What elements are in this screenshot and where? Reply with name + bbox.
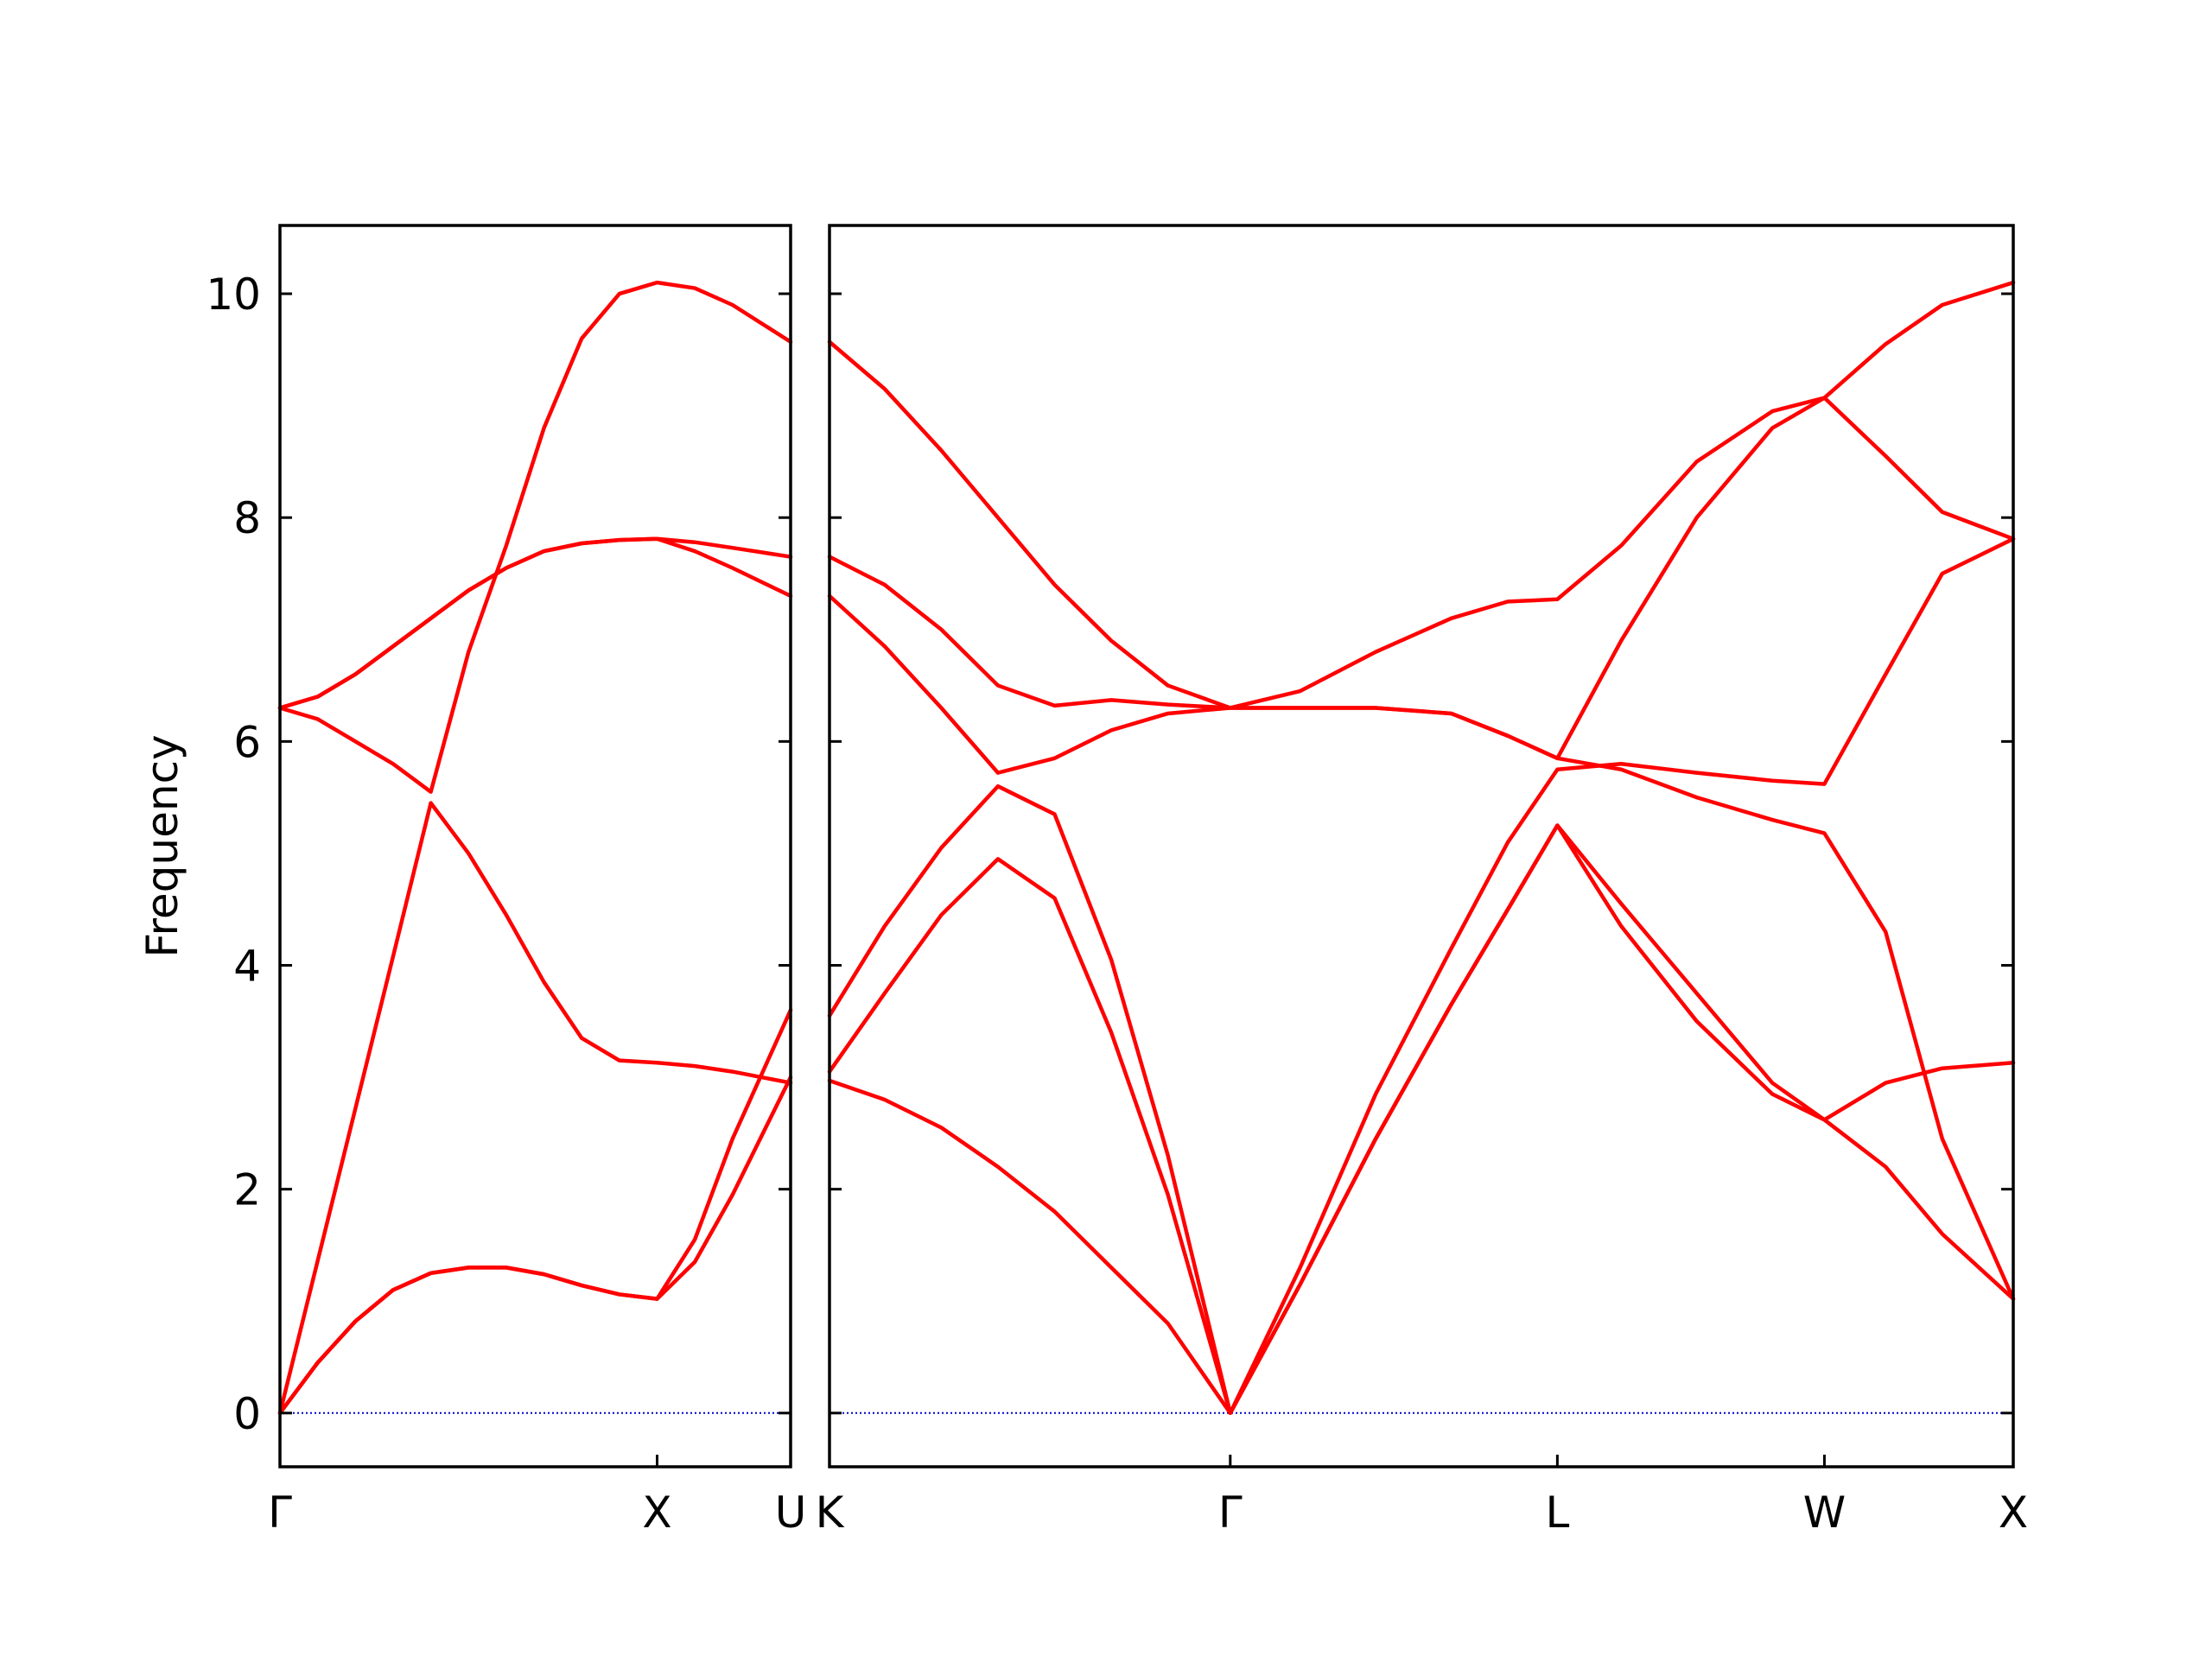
band-line <box>827 593 2016 1301</box>
y-tick-label: 2 <box>233 1165 261 1215</box>
x-tick-label: L <box>1545 1488 1569 1538</box>
band-line <box>277 1075 793 1416</box>
band-line <box>827 536 2016 1416</box>
y-axis-label: Frequency <box>137 734 188 957</box>
x-tick-label: U <box>775 1488 807 1538</box>
x-tick-label: K <box>816 1488 845 1538</box>
y-tick-label: 8 <box>233 493 261 543</box>
x-tick-label: W <box>1803 1488 1846 1538</box>
y-tick-label: 10 <box>206 270 261 320</box>
plot-frame <box>828 224 2015 1469</box>
y-tick-label: 4 <box>233 941 261 991</box>
band-line <box>827 823 2016 1416</box>
band-line <box>827 823 2016 1416</box>
band-line <box>277 536 793 710</box>
y-tick-label: 6 <box>233 717 261 767</box>
plot-frame <box>278 224 792 1469</box>
x-tick-label: X <box>642 1488 671 1538</box>
band-line <box>827 396 2016 761</box>
y-tick-label: 0 <box>233 1389 261 1439</box>
band-line <box>277 1008 793 1416</box>
x-tick-label: Γ <box>1218 1488 1243 1538</box>
x-tick-label: Γ <box>268 1488 292 1538</box>
band-line <box>277 536 793 710</box>
band-line <box>277 801 793 1416</box>
band-line <box>277 280 793 794</box>
band-line <box>827 280 2016 710</box>
x-tick-label: X <box>1999 1488 2028 1538</box>
